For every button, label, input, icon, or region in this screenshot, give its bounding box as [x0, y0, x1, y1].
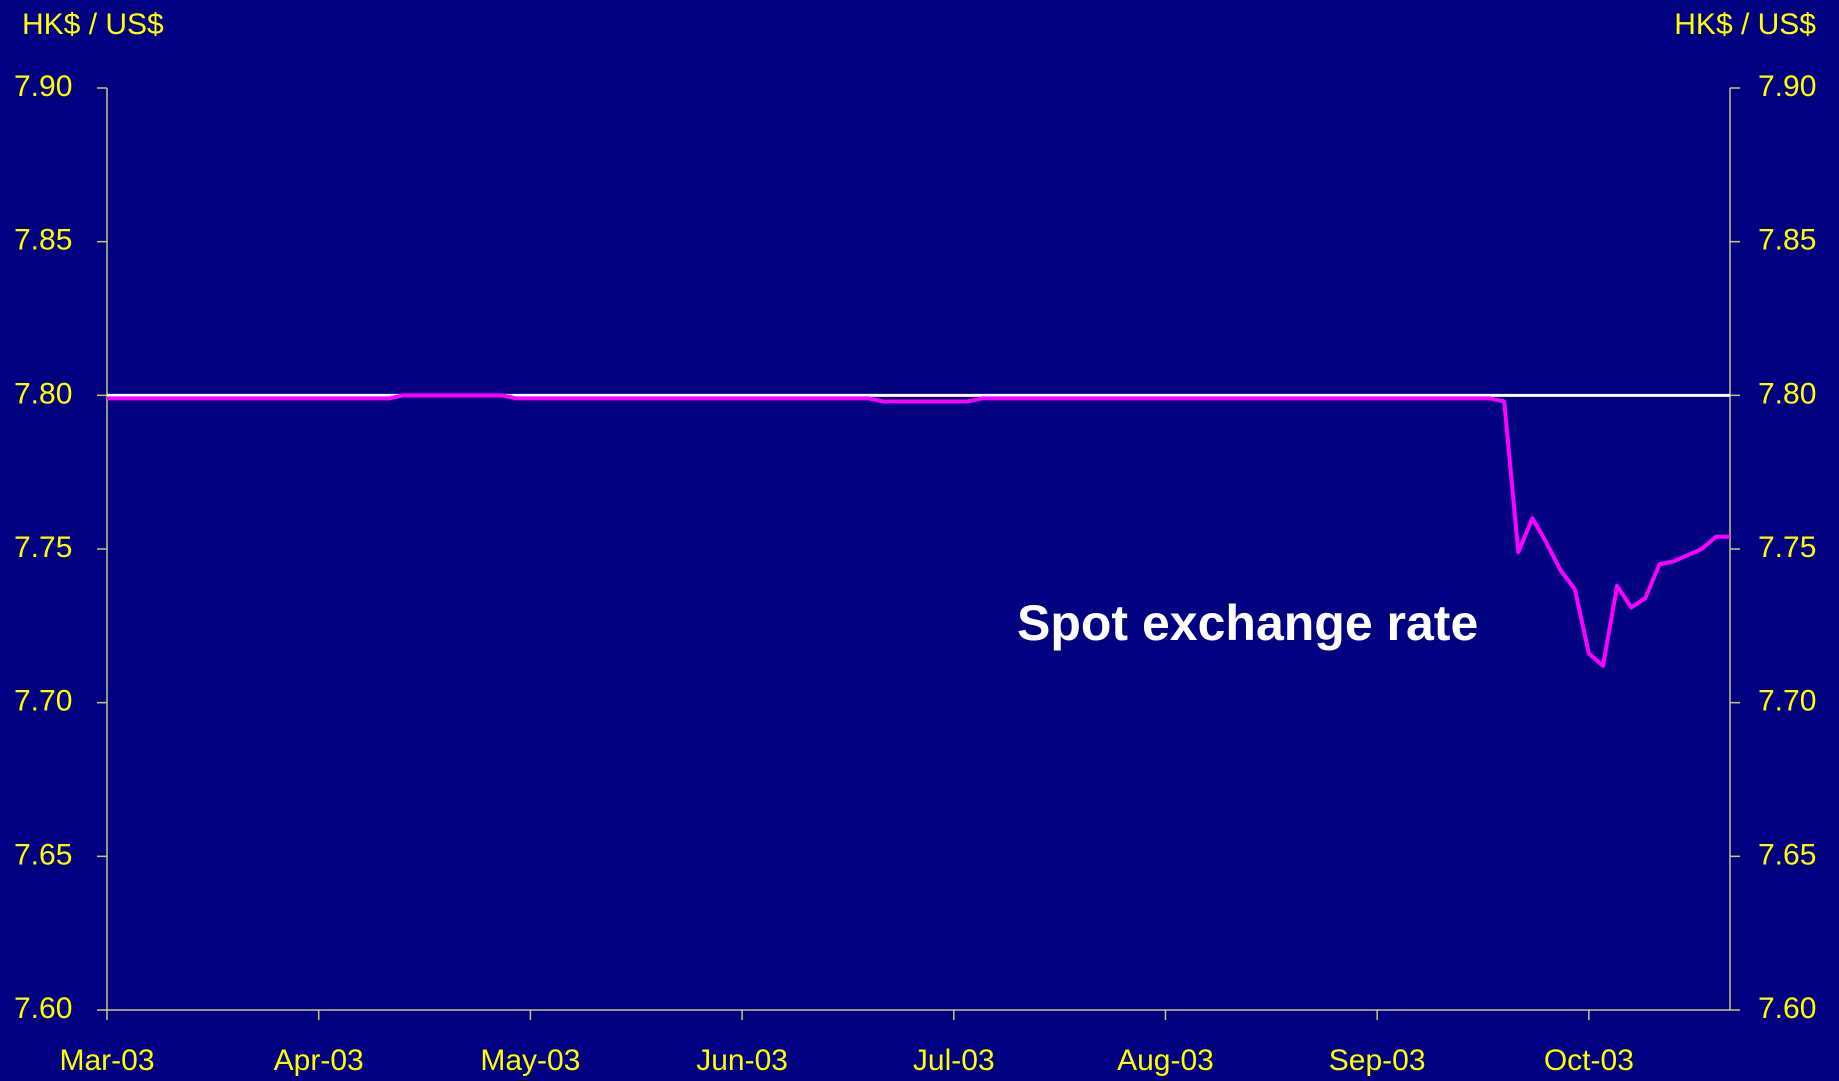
y2-tick-label: 7.75 — [1758, 531, 1816, 564]
x-tick-label: Jun-03 — [696, 1044, 788, 1077]
y-tick-label: 7.70 — [14, 685, 72, 718]
y2-tick-label: 7.80 — [1758, 377, 1816, 410]
x-tick-label: Aug-03 — [1117, 1044, 1214, 1077]
y-tick-label: 7.80 — [14, 377, 72, 410]
y2-tick-label: 7.65 — [1758, 838, 1816, 871]
y-tick-label: 7.90 — [14, 70, 72, 103]
x-tick-label: May-03 — [480, 1044, 580, 1077]
x-tick-label: Jul-03 — [913, 1044, 995, 1077]
annotation: Spot exchange rate — [1017, 595, 1478, 651]
y-tick-label: 7.75 — [14, 531, 72, 564]
series-line — [107, 393, 1730, 668]
x-tick-label: Sep-03 — [1329, 1044, 1426, 1077]
x-tick-label: Oct-03 — [1544, 1044, 1634, 1077]
y2-axis-label: HK$ / US$ — [1674, 8, 1816, 41]
y-tick-label: 7.65 — [14, 838, 72, 871]
x-tick-label: Mar-03 — [59, 1044, 154, 1077]
y-tick-label: 7.85 — [14, 224, 72, 257]
y2-tick-label: 7.70 — [1758, 685, 1816, 718]
x-tick-label: Apr-03 — [274, 1044, 364, 1077]
y2-tick-label: 7.60 — [1758, 992, 1816, 1025]
y-tick-label: 7.60 — [14, 992, 72, 1025]
y2-tick-label: 7.85 — [1758, 224, 1816, 257]
y-axis-label: HK$ / US$ — [22, 8, 164, 41]
y2-tick-label: 7.90 — [1758, 70, 1816, 103]
